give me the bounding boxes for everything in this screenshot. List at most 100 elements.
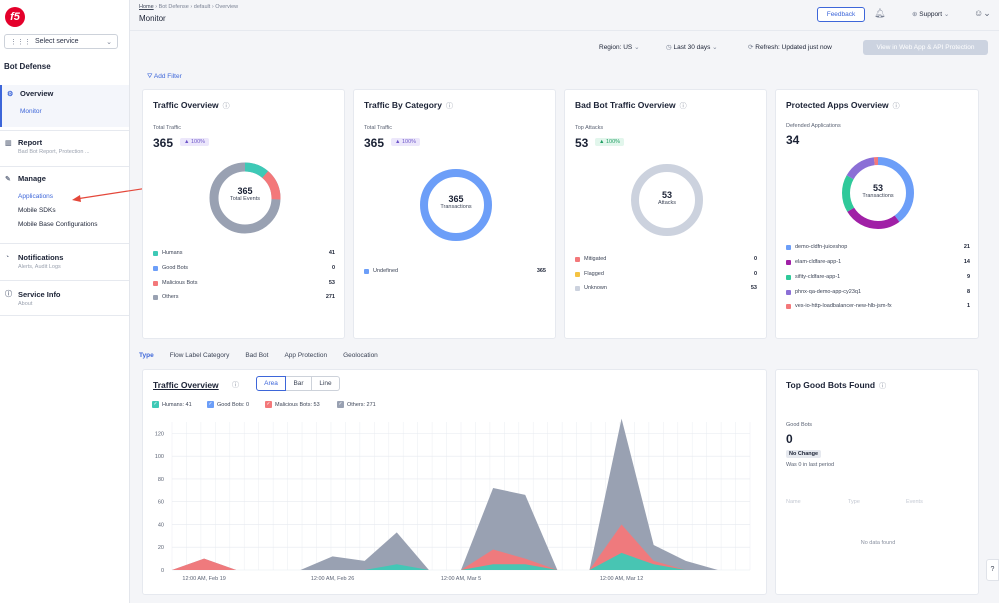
bell-icon: ◔ xyxy=(5,254,10,261)
donut-value: 53 xyxy=(661,190,672,200)
donut-value: 365 xyxy=(237,186,253,196)
legend-item: Unknown xyxy=(575,285,607,291)
region-select[interactable]: Region: US ⌄ xyxy=(599,43,640,51)
info-icon[interactable]: ⓘ xyxy=(445,103,453,110)
legend-item: ves-io-http-loadbalancer-new-hlb-jsm-fx xyxy=(786,303,892,309)
x-tick-label: 12:00 AM, Mar 5 xyxy=(441,576,481,582)
legend-swatch xyxy=(153,280,158,286)
nav-item-applications[interactable]: Applications xyxy=(18,193,54,200)
tab-type[interactable]: Type xyxy=(139,352,154,359)
metric-label: Good Bots xyxy=(786,422,812,428)
help-icon[interactable]: ? xyxy=(986,559,999,581)
legend-item: Flagged xyxy=(575,271,604,277)
legend-item: Mitigated xyxy=(575,256,606,262)
breadcrumb-item: Overview xyxy=(215,4,239,10)
page-title: Monitor xyxy=(139,14,166,23)
legend-value: 14 xyxy=(963,259,970,265)
nav-service-info-sub: About xyxy=(18,301,33,307)
divider xyxy=(0,280,129,281)
bell-icon[interactable]: 🔔︎ xyxy=(874,8,886,18)
sidebar: f5 ⋮⋮⋮ Select service ⌄ Bot Defense ⚙ Ov… xyxy=(0,0,130,603)
series-area-others[interactable] xyxy=(172,418,750,570)
support-menu[interactable]: ⊕ Support ⌄ xyxy=(912,10,949,18)
nav-section-overview: ⚙ Overview Monitor xyxy=(0,85,129,127)
feedback-button[interactable]: Feedback xyxy=(817,7,865,22)
nav-service-info[interactable]: ⓘ Service Info xyxy=(5,289,129,299)
legend-checkbox-malicious-bots[interactable]: ✓ Malicious Bots: 53 xyxy=(265,401,320,408)
y-tick-label: 100 xyxy=(155,454,164,460)
donut-label: Total Events xyxy=(230,196,260,202)
empty-state: No data found xyxy=(860,540,896,546)
donut-label: Attacks xyxy=(657,200,677,206)
legend-item: Humans xyxy=(153,250,182,256)
metric-label: Total Traffic xyxy=(364,125,393,131)
service-select[interactable]: ⋮⋮⋮ Select service ⌄ xyxy=(4,34,118,49)
view-in-waap-button[interactable]: View in Web App & API Protection xyxy=(863,40,988,55)
legend-swatch xyxy=(786,274,791,280)
tab-flow-label-category[interactable]: Flow Label Category xyxy=(169,352,230,359)
mode-line-button[interactable]: Line xyxy=(312,376,340,391)
nav-manage-label: Manage xyxy=(18,174,46,183)
legend-value: 8 xyxy=(966,289,970,295)
refresh-button[interactable]: ⟳ Refresh: Updated just now xyxy=(748,43,832,51)
x-tick-label: 12:00 AM, Feb 19 xyxy=(182,576,225,582)
legend-checkbox-humans[interactable]: ✓ Humans: 41 xyxy=(152,401,192,408)
column-header-events: Events xyxy=(906,499,923,505)
breadcrumb-item[interactable]: default xyxy=(193,4,211,10)
legend-value: 365 xyxy=(536,268,546,274)
f5-logo[interactable]: f5 xyxy=(5,7,25,27)
legend-swatch xyxy=(575,285,580,291)
nav-notifications-label: Notifications xyxy=(18,253,64,262)
info-icon[interactable]: ⓘ xyxy=(222,103,230,110)
nav-overview-label: Overview xyxy=(20,89,54,98)
divider xyxy=(0,315,129,316)
series-area-malicious-bots[interactable] xyxy=(172,524,750,570)
legend-swatch xyxy=(786,259,791,265)
nav-item-mobile-sdks[interactable]: Mobile SDKs xyxy=(18,207,56,214)
legend-value: 21 xyxy=(963,244,970,250)
nav-report[interactable]: ▥ Report xyxy=(5,138,129,147)
y-tick-label: 40 xyxy=(158,522,164,528)
donut-value: 365 xyxy=(448,194,464,204)
info-icon[interactable]: ⓘ xyxy=(892,103,900,110)
traffic-area-chart: 0 20 40 60 80 100 120 12:00 AM, Feb 19 12:00 AM,… xyxy=(155,418,751,582)
breadcrumb-home[interactable]: Home xyxy=(139,4,154,10)
tab-app-protection[interactable]: App Protection xyxy=(284,352,328,359)
divider xyxy=(0,166,129,167)
divider xyxy=(0,243,129,244)
info-icon[interactable]: ⓘ xyxy=(232,382,239,389)
add-filter-button[interactable]: ⛛ Add Filter xyxy=(147,73,182,81)
nav-notifications[interactable]: ◔ Notifications xyxy=(5,253,129,262)
metric-label: Total Traffic xyxy=(153,125,182,131)
info-icon[interactable]: ⓘ xyxy=(679,103,687,110)
mode-bar-button[interactable]: Bar xyxy=(286,376,312,391)
nav-notifications-sub: Alerts, Audit Logs xyxy=(18,264,61,270)
user-avatar-icon[interactable]: ☺⌄ xyxy=(974,8,991,18)
nav-manage[interactable]: ✎ Manage xyxy=(5,174,129,183)
chevron-down-icon: ⌄ xyxy=(634,44,640,51)
period-note: Was 0 in last period xyxy=(786,462,835,468)
donut-chart xyxy=(842,157,914,229)
card-title: Protected Apps Overview ⓘ xyxy=(786,100,900,110)
y-tick-label: 60 xyxy=(158,500,164,506)
legend-checkbox-others[interactable]: ✓ Others: 271 xyxy=(337,401,376,408)
chevron-down-icon: ⌄ xyxy=(943,11,950,18)
nav-item-mobile-base-configurations[interactable]: Mobile Base Configurations xyxy=(18,221,98,228)
column-header-type: Type xyxy=(848,499,860,505)
date-range-select[interactable]: ◷ Last 30 days ⌄ xyxy=(666,43,718,51)
y-tick-label: 20 xyxy=(158,545,164,551)
tab-geolocation[interactable]: Geolocation xyxy=(343,352,378,359)
nav-item-monitor[interactable]: Monitor xyxy=(20,108,42,115)
x-tick-label: 12:00 AM, Mar 12 xyxy=(600,576,643,582)
series-area-humans[interactable] xyxy=(172,552,750,570)
metric-value: 365 xyxy=(364,136,385,150)
mode-area-button[interactable]: Area xyxy=(256,376,286,391)
legend-value: 271 xyxy=(325,294,335,300)
legend-checkbox-good-bots[interactable]: ✓ Good Bots: 0 xyxy=(207,401,250,408)
clock-icon: ◷ xyxy=(666,44,674,51)
breadcrumb-item[interactable]: Bot Defense xyxy=(158,4,189,10)
info-icon[interactable]: ⓘ xyxy=(879,383,887,390)
nav-overview[interactable]: ⚙ Overview xyxy=(7,89,129,98)
card-title[interactable]: Traffic Overview xyxy=(153,380,219,390)
tab-bad-bot[interactable]: Bad Bot xyxy=(245,352,269,359)
